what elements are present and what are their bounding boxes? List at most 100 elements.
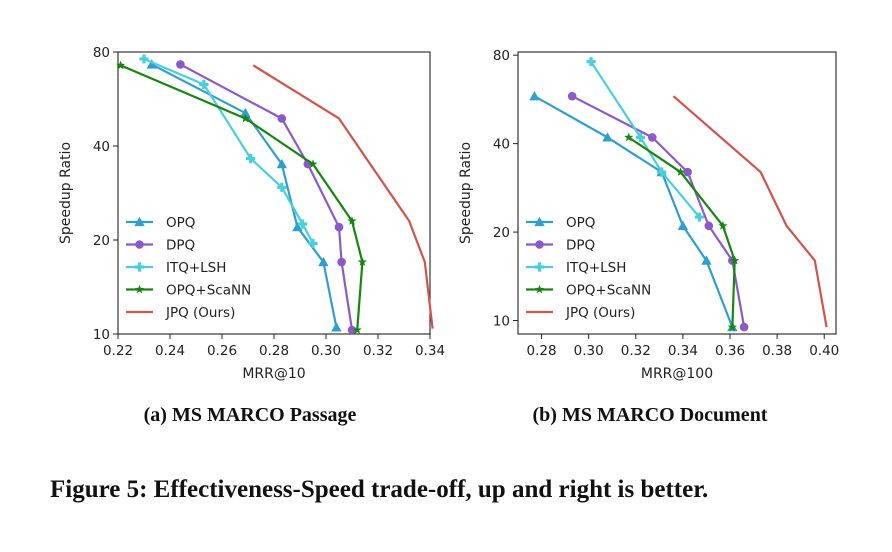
x-tick-label: 0.26 [207, 343, 237, 359]
data-point-dpq [337, 257, 346, 267]
data-point-opq [276, 158, 287, 169]
legend-label-opq: OPQ [566, 215, 595, 231]
plot-frame [517, 51, 837, 335]
legend-label-itq-lsh: ITQ+LSH [566, 260, 626, 276]
data-point-itq-lsh [298, 219, 308, 229]
data-point-itq-lsh [586, 57, 596, 67]
data-point-opq-scann [352, 325, 362, 334]
data-point-opq-scann [116, 60, 126, 70]
figure-caption: Figure 5: Effectiveness-Speed trade-off,… [50, 476, 709, 503]
series-line-opq [151, 63, 338, 328]
x-axis-label: MRR@10 [242, 366, 305, 382]
legend-label-opq: OPQ [166, 215, 195, 231]
x-tick-label: 0.32 [621, 343, 651, 359]
legend-label-opq-scann: OPQ+ScaNN [166, 283, 251, 299]
legend-marker-opq-scann [134, 284, 145, 294]
x-tick-label: 0.40 [809, 343, 839, 359]
series-line-dpq [179, 63, 354, 331]
y-tick-label: 40 [493, 137, 510, 153]
legend-marker-opq [534, 216, 545, 227]
data-point-opq [146, 59, 157, 69]
x-tick-label: 0.24 [155, 343, 185, 359]
y-tick-label: 20 [493, 225, 510, 241]
data-point-dpq [704, 221, 714, 231]
y-tick-label: 20 [93, 233, 110, 249]
data-point-dpq [347, 325, 357, 335]
y-tick-label: 80 [93, 45, 110, 61]
data-point-itq-lsh [199, 79, 209, 89]
data-point-opq [240, 107, 251, 118]
data-point-opq-scann [308, 159, 318, 168]
y-tick-label: 80 [493, 48, 510, 64]
legend-marker-itq-lsh [134, 262, 145, 272]
data-point-itq-lsh [246, 153, 256, 164]
x-tick-label: 0.34 [668, 343, 698, 359]
series-line-opq [533, 95, 734, 328]
data-point-opq [677, 220, 689, 231]
data-point-dpq [739, 322, 749, 332]
data-point-opq-scann [718, 221, 728, 230]
x-tick-label: 0.34 [415, 343, 445, 359]
series-line-jpq-ours [252, 64, 434, 329]
legend-label-itq-lsh: ITQ+LSH [166, 260, 226, 276]
data-point-itq-lsh [139, 54, 149, 64]
x-axis-label: MRR@100 [641, 366, 713, 382]
legend-marker-dpq [535, 240, 544, 249]
subcaption-b: (b) MS MARCO Document [532, 404, 768, 426]
legend-label-dpq: DPQ [566, 238, 595, 254]
data-point-opq [331, 322, 342, 332]
data-point-itq-lsh [635, 132, 646, 142]
data-point-itq-lsh [277, 182, 287, 192]
x-tick-label: 0.28 [259, 343, 289, 359]
data-point-opq-scann [357, 257, 367, 266]
x-tick-label: 0.28 [527, 343, 557, 359]
data-point-dpq [176, 60, 185, 69]
legend-label-jpq-ours: JPQ (Ours) [565, 305, 635, 321]
data-point-opq-scann [727, 322, 737, 331]
y-tick-label: 40 [93, 139, 110, 155]
data-point-opq-scann [730, 255, 740, 265]
data-point-opq [292, 221, 303, 232]
series-line-opq-scann [120, 64, 364, 331]
data-point-opq [318, 256, 329, 267]
legend-marker-opq [134, 216, 145, 227]
data-point-dpq [334, 222, 344, 232]
data-point-itq-lsh [657, 167, 667, 177]
series-line-itq-lsh [590, 61, 701, 218]
data-point-itq-lsh [694, 212, 704, 222]
legend-marker-dpq [135, 240, 144, 249]
data-point-dpq [683, 167, 692, 177]
y-axis-label: Speedup Ratio [58, 142, 74, 244]
data-point-dpq [277, 114, 287, 123]
chart-panel-a: 0.22 0.24 0.26 0.28 0.30 0.32 0.34 10 20 40 80 MRR@… [58, 45, 445, 382]
x-tick-label: 0.30 [574, 343, 604, 359]
data-point-opq [529, 90, 540, 101]
x-tick-label: 0.22 [103, 343, 133, 359]
legend-label-opq-scann: OPQ+ScaNN [566, 283, 651, 299]
data-point-dpq [647, 133, 657, 142]
plot-frame [117, 51, 431, 335]
legend-label-dpq: DPQ [166, 238, 195, 254]
legend-marker-opq-scann [534, 284, 545, 294]
series-line-jpq-ours [672, 95, 828, 328]
data-point-opq [602, 132, 613, 142]
data-point-opq-scann [675, 167, 686, 176]
data-point-itq-lsh [308, 238, 318, 249]
subcaption-a: (a) MS MARCO Passage [143, 404, 357, 426]
series-line-itq-lsh [143, 57, 314, 244]
chart-panel-b: 0.28 0.30 0.32 0.34 0.36 0.38 0.40 10 20 40 80 MRR@… [458, 48, 839, 382]
x-tick-label: 0.38 [762, 343, 792, 359]
legend-label-jpq-ours: JPQ (Ours) [165, 305, 235, 321]
data-point-dpq [567, 91, 577, 101]
legend-marker-itq-lsh [534, 262, 545, 272]
y-tick-label: 10 [493, 314, 510, 330]
y-axis-label: Speedup Ratio [458, 142, 474, 244]
y-tick-label: 10 [93, 327, 110, 343]
data-point-opq [701, 255, 712, 265]
data-point-opq-scann [624, 132, 634, 142]
x-tick-label: 0.32 [363, 343, 393, 359]
data-point-opq-scann [240, 113, 250, 123]
x-tick-label: 0.30 [311, 343, 341, 359]
data-point-opq-scann [347, 216, 357, 225]
